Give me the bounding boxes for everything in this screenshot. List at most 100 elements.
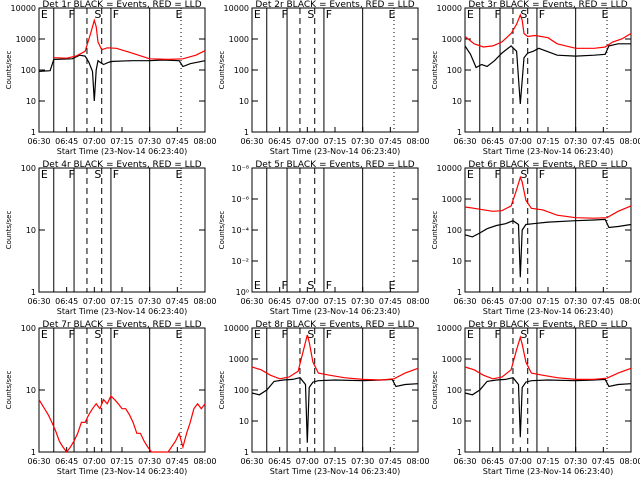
- panel-det-5: Det 5r BLACK = Events, RED = LLD 10⁰ 10⁻² 1…: [218, 160, 430, 316]
- y-tick-label: 100: [234, 386, 249, 395]
- panel-title: Det 1r BLACK = Events, RED = LLD: [42, 0, 201, 10]
- event-letter: F: [539, 8, 545, 21]
- y-tick-label: 10000: [11, 4, 36, 13]
- x-tick-label: 08:00: [193, 137, 216, 146]
- y-tick-label: 1: [457, 448, 462, 457]
- event-letter: E: [467, 168, 474, 181]
- event-letter: S: [94, 328, 101, 341]
- event-letter: F: [69, 8, 75, 21]
- event-letter: F: [113, 8, 119, 21]
- x-tick-label: 07:00: [83, 297, 106, 306]
- x-axis-label: Start Time (23-Nov-14 06:23:40): [57, 467, 187, 476]
- y-tick-label: 10000: [437, 4, 462, 13]
- event-letter: E: [388, 8, 395, 21]
- x-axis-label: Start Time (23-Nov-14 06:23:40): [57, 307, 187, 316]
- y-tick-label: 100: [234, 66, 249, 75]
- plot-frame: [464, 7, 632, 133]
- event-letter: F: [282, 328, 288, 341]
- x-tick-label: 07:45: [379, 297, 402, 306]
- panel-det-8: Det 8r BLACK = Events, RED = LLD 1 10 100 10…: [218, 320, 430, 476]
- series-events: [38, 54, 206, 102]
- x-tick-label: 06:45: [481, 457, 504, 466]
- y-tick-label: 1: [244, 448, 249, 457]
- event-letter: F: [326, 279, 332, 292]
- y-tick-label: 10⁻⁶: [231, 195, 249, 204]
- x-tick-label: 07:30: [138, 137, 161, 146]
- y-tick-label: 10⁻⁸: [231, 164, 249, 173]
- x-tick-label: 07:45: [166, 457, 189, 466]
- event-letter: S: [307, 279, 314, 292]
- x-tick-label: 06:30: [27, 137, 50, 146]
- x-tick-label: 07:30: [564, 297, 587, 306]
- event-letter: F: [539, 168, 545, 181]
- series-events: [251, 377, 419, 443]
- panel-title: Det 5r BLACK = Events, RED = LLD: [255, 160, 414, 170]
- event-letter: E: [175, 8, 182, 21]
- y-tick-label: 10000: [437, 164, 462, 173]
- x-tick-label: 06:45: [55, 297, 78, 306]
- x-axis-label: Start Time (23-Nov-14 06:23:40): [483, 467, 613, 476]
- series-lld: [464, 175, 632, 219]
- event-letter: S: [94, 168, 101, 181]
- event-letter: E: [41, 8, 48, 21]
- panel-det-9: Det 9r BLACK = Events, RED = LLD 1 10 100 10…: [431, 320, 640, 476]
- x-tick-label: 07:30: [351, 297, 374, 306]
- plot-frame: [251, 7, 419, 133]
- event-letter: F: [495, 168, 501, 181]
- panel-title: Det 2r BLACK = Events, RED = LLD: [255, 0, 414, 10]
- y-tick-label: 1000: [229, 355, 249, 364]
- series-events: [464, 218, 632, 278]
- y-tick-label: 10⁻²: [231, 257, 249, 266]
- x-tick-label: 07:15: [323, 457, 346, 466]
- x-tick-label: 07:00: [83, 457, 106, 466]
- panel-det-4: Det 4r BLACK = Events, RED = LLD 1 10 100 Co…: [5, 160, 217, 316]
- x-tick-label: 06:45: [481, 297, 504, 306]
- event-letter: F: [539, 328, 545, 341]
- event-letter: E: [467, 328, 474, 341]
- y-axis-label: Counts/sec: [218, 371, 226, 410]
- event-letter: S: [307, 328, 314, 341]
- series-lld: [464, 13, 632, 49]
- x-tick-label: 07:15: [536, 457, 559, 466]
- panel-title: Det 8r BLACK = Events, RED = LLD: [255, 320, 414, 330]
- x-tick-label: 06:45: [268, 457, 291, 466]
- x-tick-label: 06:30: [240, 457, 263, 466]
- x-tick-label: 08:00: [193, 297, 216, 306]
- plot-frame: [464, 167, 632, 293]
- event-letter: S: [520, 8, 527, 21]
- x-tick-label: 08:00: [406, 137, 429, 146]
- x-tick-label: 08:00: [619, 457, 640, 466]
- event-letter: E: [175, 168, 182, 181]
- event-letter: F: [282, 279, 288, 292]
- x-tick-label: 06:30: [27, 297, 50, 306]
- x-tick-label: 07:00: [296, 297, 319, 306]
- event-letter: E: [388, 279, 395, 292]
- panel-det-7: Det 7r BLACK = Events, RED = LLD 1 10 100 Co…: [5, 320, 217, 476]
- event-letter: S: [94, 8, 101, 21]
- y-tick-label: 10⁻⁴: [231, 226, 249, 235]
- x-tick-label: 06:45: [55, 457, 78, 466]
- x-tick-label: 07:00: [83, 137, 106, 146]
- x-tick-label: 06:30: [453, 137, 476, 146]
- x-tick-label: 07:30: [138, 297, 161, 306]
- y-tick-label: 10: [452, 97, 462, 106]
- x-tick-label: 07:15: [110, 297, 133, 306]
- panel-det-3: Det 3r BLACK = Events, RED = LLD 1 10 100 10…: [431, 0, 640, 156]
- event-letter: F: [326, 328, 332, 341]
- plot-frame: [38, 167, 206, 293]
- x-axis-label: Start Time (23-Nov-14 06:23:40): [483, 147, 613, 156]
- y-axis-label: Counts/sec: [431, 211, 439, 250]
- y-tick-label: 1: [457, 288, 462, 297]
- series-events: [464, 43, 631, 105]
- y-axis-label: Counts/sec: [5, 211, 13, 250]
- x-tick-label: 06:30: [240, 137, 263, 146]
- y-tick-label: 10000: [437, 324, 462, 333]
- event-letter: E: [254, 328, 261, 341]
- event-letter: E: [41, 168, 48, 181]
- panel-title: Det 4r BLACK = Events, RED = LLD: [42, 160, 201, 170]
- event-letter: F: [495, 328, 501, 341]
- y-axis-label: Counts/sec: [431, 51, 439, 90]
- x-axis-label: Start Time (23-Nov-14 06:23:40): [270, 147, 400, 156]
- x-tick-label: 07:00: [296, 457, 319, 466]
- panel-det-1: Det 1r BLACK = Events, RED = LLD 1 10 100 10…: [5, 0, 217, 156]
